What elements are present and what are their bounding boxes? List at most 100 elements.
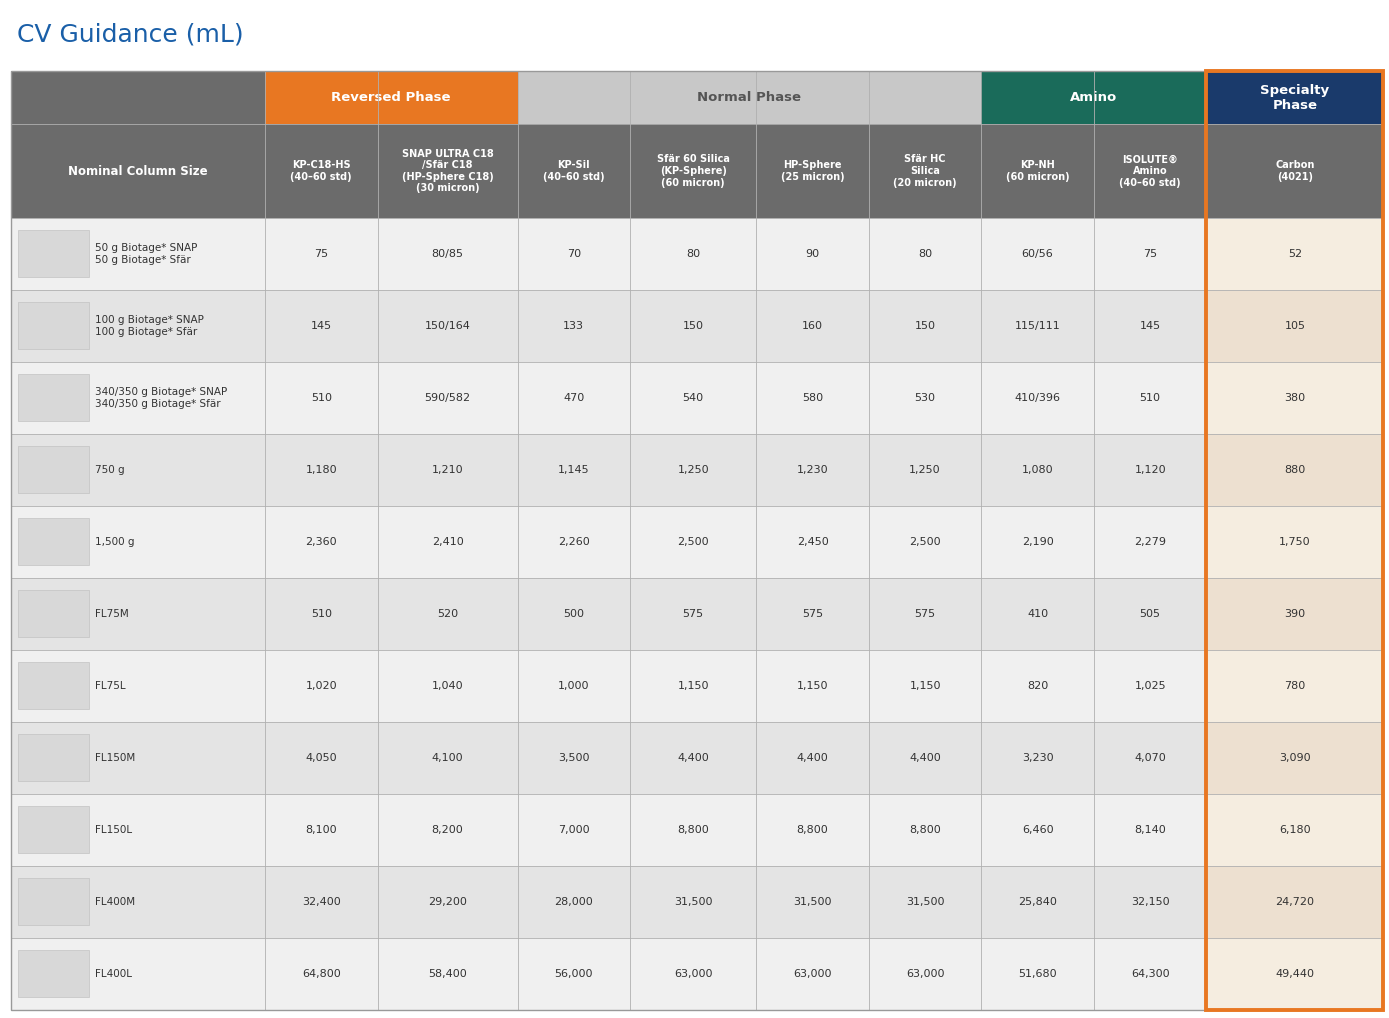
Text: 1,250: 1,250 — [910, 465, 940, 474]
Text: 80/85: 80/85 — [432, 248, 464, 259]
Text: 520: 520 — [438, 609, 458, 619]
Bar — [11, 578, 265, 649]
Bar — [756, 866, 870, 938]
Bar — [1095, 866, 1207, 938]
Text: 150: 150 — [682, 321, 704, 331]
Text: 4,400: 4,400 — [797, 753, 828, 762]
Bar — [870, 722, 982, 794]
Bar — [982, 218, 1095, 290]
Text: 29,200: 29,200 — [428, 897, 467, 907]
Bar — [265, 578, 378, 649]
Text: Carbon
(4021): Carbon (4021) — [1275, 160, 1314, 182]
Text: 575: 575 — [914, 609, 936, 619]
Text: 100 g Biotage* SNAP
100 g Biotage* Sfär: 100 g Biotage* SNAP 100 g Biotage* Sfär — [94, 315, 204, 337]
Bar — [1207, 71, 1383, 1010]
Text: 1,250: 1,250 — [678, 465, 708, 474]
Bar — [518, 71, 982, 124]
Bar — [870, 124, 982, 218]
Text: 3,230: 3,230 — [1022, 753, 1053, 762]
Text: 4,400: 4,400 — [910, 753, 940, 762]
Bar — [1207, 218, 1383, 290]
Bar — [870, 218, 982, 290]
Text: 1,230: 1,230 — [797, 465, 828, 474]
Text: 4,400: 4,400 — [678, 753, 708, 762]
Text: 32,150: 32,150 — [1131, 897, 1170, 907]
Bar — [18, 806, 89, 853]
Text: 80: 80 — [686, 248, 700, 259]
Bar — [11, 218, 265, 290]
Bar — [265, 866, 378, 938]
Bar — [11, 290, 265, 361]
Text: 64,300: 64,300 — [1131, 969, 1170, 979]
Text: 58,400: 58,400 — [428, 969, 467, 979]
Bar — [870, 866, 982, 938]
Bar — [870, 290, 982, 361]
Text: 31,500: 31,500 — [906, 897, 945, 907]
Text: Sfär HC
Silica
(20 micron): Sfär HC Silica (20 micron) — [893, 155, 957, 187]
Bar — [265, 794, 378, 866]
Text: 1,180: 1,180 — [306, 465, 338, 474]
Bar — [1207, 506, 1383, 578]
Bar — [378, 866, 518, 938]
Bar — [265, 506, 378, 578]
Text: 575: 575 — [801, 609, 824, 619]
Bar — [378, 290, 518, 361]
Bar — [870, 434, 982, 506]
Bar — [870, 649, 982, 722]
Bar — [1207, 866, 1383, 938]
Bar — [756, 218, 870, 290]
Bar — [378, 938, 518, 1010]
Bar — [518, 434, 631, 506]
Bar — [631, 578, 756, 649]
Bar — [378, 506, 518, 578]
Bar — [982, 290, 1095, 361]
Bar — [378, 578, 518, 649]
Bar — [870, 506, 982, 578]
Bar — [265, 434, 378, 506]
Text: 1,145: 1,145 — [558, 465, 589, 474]
Bar — [631, 124, 756, 218]
Bar — [18, 590, 89, 637]
Text: 31,500: 31,500 — [793, 897, 832, 907]
Text: 510: 510 — [311, 609, 332, 619]
Bar — [1207, 649, 1383, 722]
Text: 510: 510 — [311, 393, 332, 403]
Bar — [1095, 722, 1207, 794]
Text: 340/350 g Biotage* SNAP
340/350 g Biotage* Sfär: 340/350 g Biotage* SNAP 340/350 g Biotag… — [94, 387, 228, 408]
Text: 8,200: 8,200 — [432, 825, 464, 835]
Text: FL150L: FL150L — [94, 825, 132, 835]
Text: 115/111: 115/111 — [1015, 321, 1060, 331]
Text: 4,070: 4,070 — [1135, 753, 1165, 762]
Bar — [265, 71, 518, 124]
Text: 64,800: 64,800 — [301, 969, 340, 979]
Text: 51,680: 51,680 — [1018, 969, 1057, 979]
Bar — [1207, 722, 1383, 794]
Text: 63,000: 63,000 — [793, 969, 832, 979]
Text: 52: 52 — [1288, 248, 1301, 259]
Bar — [18, 663, 89, 710]
Text: 2,260: 2,260 — [558, 536, 590, 547]
Text: 2,500: 2,500 — [678, 536, 708, 547]
Text: 80: 80 — [918, 248, 932, 259]
Text: 500: 500 — [564, 609, 585, 619]
Text: 8,100: 8,100 — [306, 825, 338, 835]
Text: 2,500: 2,500 — [910, 536, 940, 547]
Text: 530: 530 — [914, 393, 936, 403]
Text: 75: 75 — [314, 248, 328, 259]
Text: Reversed Phase: Reversed Phase — [332, 92, 451, 104]
Text: 25,840: 25,840 — [1018, 897, 1057, 907]
Text: 1,150: 1,150 — [797, 681, 828, 691]
Bar — [756, 506, 870, 578]
Bar — [518, 938, 631, 1010]
Text: 8,140: 8,140 — [1135, 825, 1165, 835]
Bar — [11, 434, 265, 506]
Text: 2,360: 2,360 — [306, 536, 338, 547]
Bar — [982, 434, 1095, 506]
Bar — [11, 938, 265, 1010]
Bar — [1207, 578, 1383, 649]
Bar — [265, 649, 378, 722]
Bar — [378, 649, 518, 722]
Bar — [870, 361, 982, 434]
Bar — [265, 361, 378, 434]
Text: Specialty
Phase: Specialty Phase — [1260, 83, 1329, 112]
